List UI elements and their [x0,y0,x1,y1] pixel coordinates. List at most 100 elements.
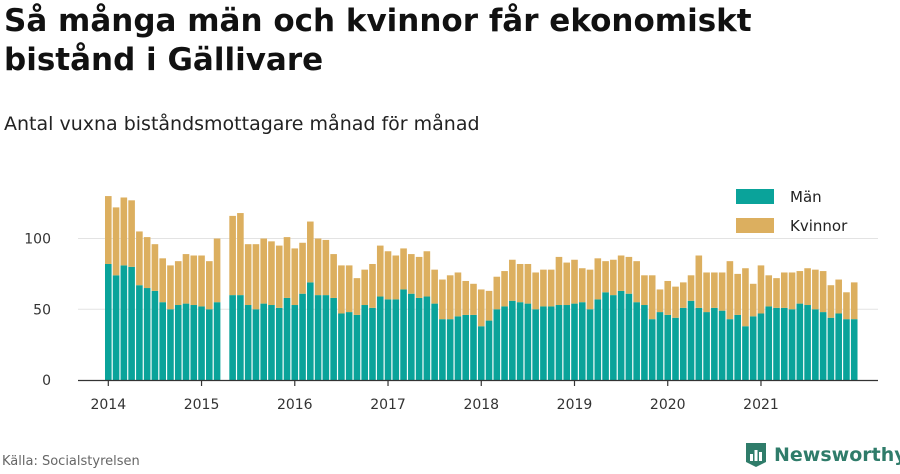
bar-kvinnor [850,282,858,320]
bar-kvinnor [812,269,819,310]
bars [105,196,858,380]
x-tick-label: 2016 [277,397,313,413]
bar-kvinnor [687,275,695,301]
bar-kvinnor [547,269,555,307]
bar-man [376,296,384,380]
bar-kvinnor [656,289,664,313]
bar-kvinnor [804,268,811,306]
bar-man [237,295,244,380]
bar-man [105,263,112,380]
bar-man [151,290,159,380]
bar-kvinnor [695,255,703,308]
bar-man [384,299,392,380]
bar-man [695,307,703,380]
bar-man [190,305,198,380]
bar-kvinnor [182,254,190,304]
x-tick-label: 2020 [650,397,686,413]
bar-man [299,293,306,380]
bar-man [703,312,710,380]
bar-man [167,309,174,380]
bar-kvinnor [586,269,594,310]
x-tick-label: 2017 [370,397,406,413]
bar-man [547,306,555,380]
bar-man [400,289,407,380]
bar-kvinnor [423,251,431,297]
bar-kvinnor [555,256,563,306]
bar-man [679,307,687,380]
bar-kvinnor [353,278,361,315]
bar-kvinnor [314,238,322,296]
bar-man [330,297,337,380]
bar-man [112,275,120,380]
bar-man [408,293,415,380]
bar-man [509,300,516,380]
bar-man [291,305,299,380]
bar-man [423,296,431,380]
bar-kvinnor [462,280,470,315]
bar-man [734,314,741,380]
x-tick-label: 2014 [90,397,126,413]
chart-title: Så många män och kvinnor får ekonomiskt … [4,3,752,78]
bar-kvinnor [602,261,609,293]
bar-kvinnor [206,261,213,310]
bar-kvinnor [174,261,182,306]
bar-man [796,303,804,380]
bar-kvinnor [384,251,392,300]
bar-man [439,319,446,380]
bar-man [594,299,602,380]
bar-kvinnor [827,285,835,318]
bar-man [850,319,858,380]
brand-logo[interactable]: Newsworthy [744,442,900,468]
bar-kvinnor [780,272,788,308]
bar-kvinnor [408,254,415,294]
x-tick-label: 2021 [743,397,779,413]
legend-swatch-kvinnor [736,218,774,233]
bar-kvinnor [291,248,299,306]
bar-man [625,293,633,380]
bar-kvinnor [260,238,267,304]
bar-man [392,299,400,380]
bar-man [586,309,594,380]
bar-kvinnor [734,273,741,315]
y-tick-label: 0 [42,373,51,389]
bar-kvinnor [400,248,407,290]
bar-kvinnor [275,245,283,308]
bar-man [454,316,462,380]
bar-man [780,307,788,380]
bar-kvinnor [485,290,493,321]
axes: 0 50 100 2014 2015 2016 2017 2018 2019 2020 2021 [24,232,878,413]
bar-kvinnor [617,255,625,291]
bar-kvinnor [283,237,291,298]
bar-kvinnor [307,221,314,283]
bar-kvinnor [167,265,174,310]
bar-kvinnor [330,254,337,298]
bar-kvinnor [470,283,477,315]
bar-kvinnor [439,279,446,320]
bar-man [718,310,726,380]
y-tick-label: 50 [33,302,51,318]
bar-kvinnor [446,275,454,320]
bar-man [128,266,135,380]
bar-man [275,307,283,380]
bar-kvinnor [843,292,850,320]
bar-man [516,302,524,380]
bar-kvinnor [112,207,120,276]
bar-man [664,314,672,380]
bar-man [765,306,773,380]
bar-kvinnor [105,196,112,264]
bar-man [641,305,648,380]
bar-man [283,297,291,380]
bar-kvinnor [625,256,633,294]
bar-kvinnor [136,231,143,286]
bar-kvinnor [757,265,765,314]
bar-man [431,303,438,380]
bar-kvinnor [563,262,571,306]
bar-man [749,316,757,380]
bar-kvinnor [229,215,236,296]
bar-man [477,326,485,380]
bar-man [648,319,656,380]
bar-man [532,309,539,380]
bar-kvinnor [244,244,252,306]
bar-man [812,309,819,380]
